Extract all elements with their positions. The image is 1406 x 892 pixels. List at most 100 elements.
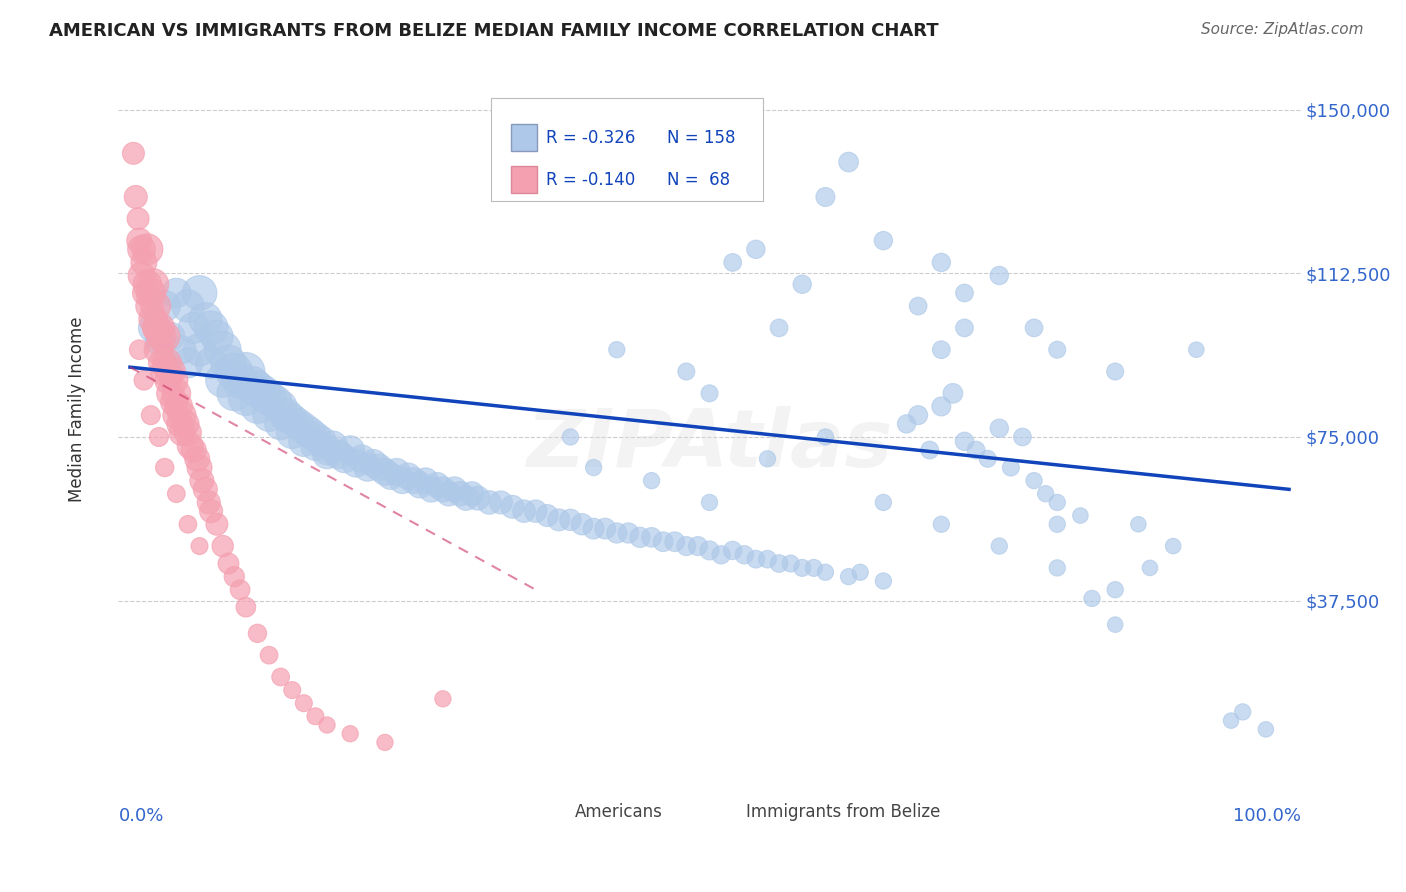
Point <box>235 391 257 405</box>
Point <box>152 356 174 370</box>
Point <box>733 548 755 562</box>
Point <box>437 486 460 500</box>
Point <box>953 434 976 449</box>
Point <box>415 474 437 488</box>
Point <box>432 691 454 706</box>
Point <box>211 539 233 553</box>
Point <box>814 430 837 444</box>
Point <box>513 504 536 518</box>
Point <box>218 356 240 370</box>
Bar <box>544 800 569 823</box>
Text: R = -0.140: R = -0.140 <box>547 170 636 189</box>
Point <box>1000 460 1022 475</box>
Bar <box>510 166 537 194</box>
Point <box>931 400 953 414</box>
Text: N =  68: N = 68 <box>666 170 730 189</box>
Point <box>188 539 211 553</box>
Point <box>1046 517 1069 532</box>
Point <box>322 439 344 453</box>
Point <box>374 735 396 749</box>
Point <box>443 483 465 497</box>
Point <box>186 451 208 466</box>
Point <box>304 439 326 453</box>
Point <box>235 365 257 379</box>
Point <box>745 552 768 566</box>
Point <box>316 718 339 732</box>
Point <box>309 434 332 449</box>
Point <box>756 552 779 566</box>
Point <box>153 299 176 313</box>
Point <box>128 234 150 248</box>
Text: N = 158: N = 158 <box>666 128 735 146</box>
Point <box>224 569 246 583</box>
Point <box>183 443 205 458</box>
Point <box>134 285 156 300</box>
Point <box>172 408 194 422</box>
Point <box>1139 561 1161 575</box>
FancyBboxPatch shape <box>491 98 762 201</box>
Point <box>148 321 170 335</box>
Point <box>292 434 315 449</box>
Point <box>721 543 744 558</box>
Point <box>1069 508 1091 523</box>
Point <box>165 386 187 401</box>
Point <box>257 408 280 422</box>
Point <box>768 321 790 335</box>
Point <box>153 329 176 343</box>
Bar <box>510 124 537 151</box>
Text: 0.0%: 0.0% <box>118 807 163 825</box>
Point <box>148 430 170 444</box>
Point <box>205 517 228 532</box>
Point <box>664 534 686 549</box>
Text: Americans: Americans <box>575 803 662 821</box>
Point <box>918 443 941 458</box>
Point <box>194 483 217 497</box>
Point <box>139 408 162 422</box>
Point <box>872 495 894 509</box>
Text: 100.0%: 100.0% <box>1233 807 1301 825</box>
Point <box>560 430 582 444</box>
Point <box>1254 723 1277 737</box>
Point <box>675 539 697 553</box>
Point <box>292 421 315 435</box>
Point <box>287 417 309 431</box>
Point <box>229 373 252 387</box>
Point <box>699 386 721 401</box>
Point <box>344 456 367 470</box>
Point <box>142 312 165 326</box>
Point <box>183 321 205 335</box>
Point <box>177 356 200 370</box>
Point <box>1022 321 1045 335</box>
Point <box>246 382 269 396</box>
Point <box>328 447 350 461</box>
Text: Immigrants from Belize: Immigrants from Belize <box>747 803 941 821</box>
Point <box>139 285 162 300</box>
Point <box>132 373 155 387</box>
Point <box>281 683 304 698</box>
Point <box>524 504 547 518</box>
Point <box>953 285 976 300</box>
Point <box>710 548 733 562</box>
Point <box>1104 617 1126 632</box>
Point <box>205 329 228 343</box>
Point <box>1161 539 1184 553</box>
Point <box>606 526 628 541</box>
Point <box>246 400 269 414</box>
Point <box>276 408 298 422</box>
Point <box>374 465 396 479</box>
Point <box>1185 343 1208 357</box>
Point <box>148 343 170 357</box>
Point <box>456 491 478 505</box>
Point <box>838 569 860 583</box>
Point <box>942 386 965 401</box>
Point <box>385 465 408 479</box>
Point <box>953 321 976 335</box>
Point <box>165 408 187 422</box>
Point <box>1104 582 1126 597</box>
Point <box>363 456 385 470</box>
Point <box>402 474 425 488</box>
Point <box>292 696 315 710</box>
Point <box>356 460 378 475</box>
Point <box>432 483 454 497</box>
Point <box>316 443 339 458</box>
